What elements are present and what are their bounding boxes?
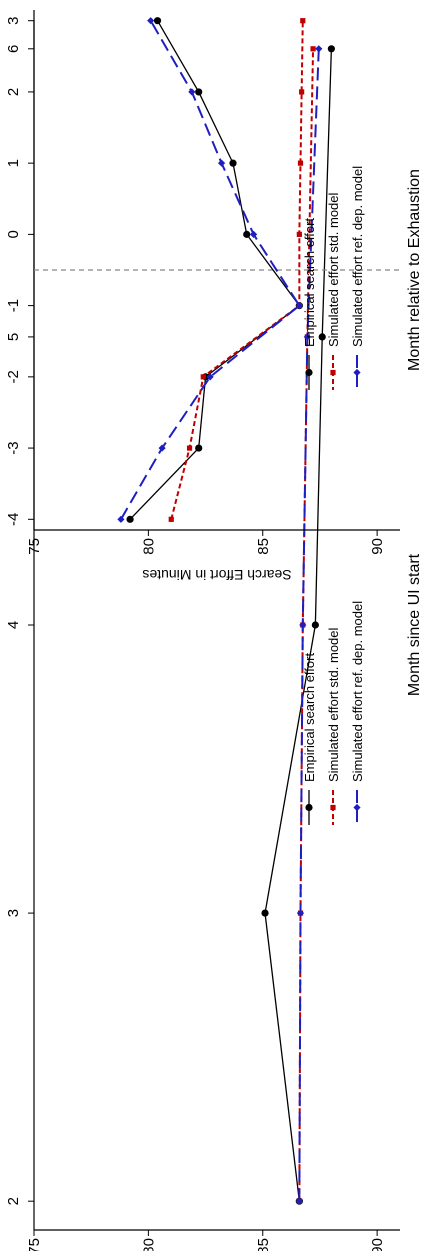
- data-point: [315, 45, 323, 53]
- x-tick-label: 6: [5, 45, 22, 53]
- legend-label: Empirical search effort: [302, 653, 317, 782]
- series-3: [295, 45, 323, 1205]
- data-point: [195, 88, 203, 96]
- data-point: [200, 374, 206, 380]
- series-line: [264, 48, 333, 1202]
- data-point: [299, 89, 305, 95]
- chart-panel-1: 75 80 85 90 2 3 4 5 6 Search Effort in Minutes Mon…: [5, 20, 423, 1251]
- data-point: [303, 333, 311, 341]
- legend-label: Simulated effort std. model: [326, 627, 341, 782]
- x-tick-label: 3: [5, 17, 22, 25]
- x-tick-label: -3: [5, 441, 22, 454]
- data-point: [310, 46, 316, 52]
- data-point: [158, 444, 166, 452]
- legend-marker: [330, 369, 336, 376]
- y-axis-title: Search Effort in Minutes: [142, 567, 291, 583]
- data-point: [296, 909, 305, 917]
- x-tick-label: 4: [5, 621, 22, 629]
- data-point: [296, 231, 302, 237]
- x-axis-title: Month since UI start: [406, 553, 423, 696]
- x-tick-label: 2: [5, 1197, 22, 1205]
- x-tick-label: -4: [5, 513, 22, 526]
- series-line: [170, 20, 304, 520]
- y-tick-label: 80: [140, 538, 157, 555]
- legend-label: Simulated effort ref. dep. model: [350, 601, 365, 782]
- data-point: [250, 230, 258, 238]
- x-tick-label: 2: [5, 88, 22, 96]
- x-axis-title: Month relative to Exhaustion: [406, 169, 423, 371]
- data-point: [327, 45, 335, 53]
- data-point: [318, 333, 326, 341]
- legend-label: Simulated effort ref. dep. model: [350, 166, 365, 347]
- x-tick-label: -1: [5, 299, 22, 312]
- y-tick-label: 75: [26, 1238, 43, 1251]
- data-point: [217, 159, 226, 167]
- x-tick-label: 1: [5, 159, 22, 167]
- chart-panel-2: 75 80 85 90 -4 -3 -2 -1 0 1 2 3 Search Effort in Min…: [5, 10, 423, 583]
- legend-marker: [330, 804, 336, 811]
- legend-marker: [305, 368, 313, 377]
- series-1: [261, 45, 335, 1205]
- legend-marker: [305, 803, 313, 812]
- data-point: [153, 17, 162, 25]
- series-line: [120, 20, 301, 520]
- x-tick-label: 5: [5, 333, 22, 341]
- y-tick-label: 75: [26, 538, 43, 555]
- data-point: [300, 18, 306, 24]
- data-point: [147, 17, 155, 25]
- x-tick-label: 3: [5, 909, 22, 917]
- data-point: [243, 230, 251, 238]
- data-point: [295, 1197, 303, 1205]
- series-line: [129, 20, 301, 520]
- data-point: [297, 160, 304, 166]
- data-point: [206, 373, 214, 381]
- y-tick-label: 85: [255, 538, 272, 555]
- data-point: [168, 516, 174, 522]
- legend: Empirical search effort Simulated effort …: [302, 601, 365, 825]
- data-point: [261, 909, 269, 917]
- data-point: [295, 302, 303, 310]
- y-tick-label: 85: [255, 1238, 272, 1251]
- data-point: [311, 621, 319, 629]
- legend-marker: [353, 368, 361, 377]
- data-point: [229, 159, 237, 167]
- y-tick-label: 90: [369, 538, 386, 555]
- x-tick-label: -2: [5, 370, 22, 383]
- legend-label: Empirical search effort: [302, 218, 317, 347]
- x-tick-label: 0: [5, 230, 22, 238]
- data-point: [299, 621, 307, 629]
- legend-label: Simulated effort std. model: [326, 192, 341, 347]
- data-point: [117, 515, 125, 523]
- data-point: [188, 88, 196, 96]
- data-point: [126, 515, 134, 523]
- y-tick-label: 90: [369, 1238, 386, 1251]
- legend: Empirical search effort Simulated effort …: [302, 166, 365, 390]
- y-tick-label: 80: [140, 1238, 157, 1251]
- legend-marker: [353, 803, 361, 812]
- data-point: [186, 445, 193, 451]
- series-3: [117, 17, 303, 523]
- data-point: [195, 444, 203, 452]
